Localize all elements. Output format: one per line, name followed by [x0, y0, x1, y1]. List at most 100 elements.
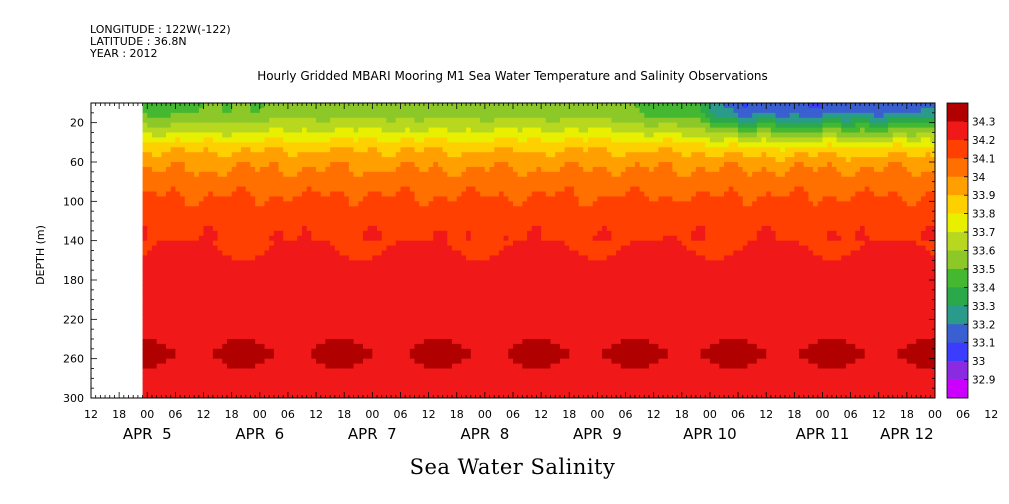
- heatmap-cell: [184, 388, 191, 394]
- heatmap-cell: [442, 289, 448, 296]
- heatmap-cell: [142, 162, 148, 168]
- heatmap-cell: [273, 216, 280, 222]
- heatmap-cell: [166, 265, 172, 271]
- heatmap-cell: [316, 132, 322, 139]
- heatmap-cell: [344, 260, 350, 266]
- heatmap-cell: [259, 132, 266, 139]
- heatmap-cell: [348, 255, 355, 261]
- heatmap-cell: [414, 122, 420, 129]
- heatmap-cell: [508, 147, 514, 153]
- heatmap-cell: [203, 343, 209, 350]
- heatmap-cell: [241, 147, 247, 153]
- heatmap-cell: [344, 368, 350, 375]
- heatmap-cell: [297, 339, 303, 345]
- heatmap-cell: [470, 171, 477, 178]
- heatmap-cell: [142, 255, 148, 261]
- heatmap-cell: [175, 339, 181, 345]
- heatmap-cell: [513, 343, 519, 350]
- heatmap-cell: [442, 152, 448, 158]
- heatmap-cell: [517, 162, 523, 168]
- heatmap-cell: [156, 270, 162, 276]
- heatmap-cell: [484, 176, 491, 183]
- heatmap-cell: [208, 216, 214, 222]
- heatmap-cell: [161, 383, 167, 389]
- heatmap-cell: [466, 117, 472, 124]
- heatmap-cell: [377, 260, 383, 266]
- heatmap-cell: [156, 265, 162, 271]
- heatmap-cell: [184, 166, 191, 173]
- heatmap-cell: [372, 314, 378, 320]
- heatmap-cell: [470, 142, 477, 148]
- heatmap-cell: [400, 216, 406, 222]
- heatmap-cell: [437, 299, 444, 306]
- heatmap-cell: [391, 117, 397, 124]
- heatmap-cell: [184, 343, 191, 350]
- heatmap-cell: [306, 260, 312, 266]
- heatmap-cell: [259, 363, 266, 370]
- heatmap-cell: [222, 166, 228, 173]
- heatmap-cell: [226, 358, 233, 365]
- heatmap-cell: [428, 289, 434, 296]
- heatmap-cell: [320, 176, 327, 183]
- heatmap-cell: [297, 294, 303, 301]
- heatmap-cell: [250, 127, 256, 134]
- heatmap-cell: [517, 363, 523, 370]
- heatmap-cell: [231, 117, 237, 124]
- heatmap-cell: [236, 353, 242, 360]
- heatmap-cell: [189, 289, 195, 296]
- heatmap-cell: [245, 235, 252, 242]
- heatmap-cell: [442, 314, 448, 320]
- heatmap-cell: [273, 221, 280, 227]
- heatmap-cell: [194, 368, 200, 375]
- heatmap-cell: [353, 240, 359, 247]
- heatmap-cell: [283, 132, 289, 139]
- heatmap-cell: [452, 265, 458, 271]
- heatmap-cell: [409, 206, 416, 212]
- heatmap-cell: [339, 353, 345, 360]
- heatmap-cell: [400, 334, 406, 340]
- heatmap-cell: [245, 250, 252, 257]
- heatmap-cell: [147, 289, 153, 296]
- heatmap-cell: [475, 373, 481, 379]
- heatmap-cell: [405, 383, 411, 389]
- heatmap-cell: [203, 235, 209, 242]
- heatmap-cell: [287, 373, 294, 379]
- heatmap-cell: [414, 270, 420, 276]
- heatmap-cell: [437, 171, 444, 178]
- heatmap-cell: [175, 225, 181, 232]
- heatmap-cell: [241, 368, 247, 375]
- heatmap-cell: [517, 196, 523, 202]
- heatmap-cell: [452, 245, 458, 252]
- heatmap-cell: [348, 289, 355, 296]
- heatmap-cell: [142, 334, 148, 340]
- heatmap-cell: [508, 265, 514, 271]
- heatmap-cell: [184, 363, 191, 370]
- heatmap-cell: [414, 250, 420, 257]
- heatmap-cell: [377, 211, 383, 217]
- heatmap-cell: [161, 334, 167, 340]
- heatmap-cell: [377, 127, 383, 134]
- heatmap-cell: [269, 329, 275, 335]
- heatmap-cell: [503, 255, 509, 261]
- heatmap-cell: [517, 373, 523, 379]
- heatmap-cell: [175, 294, 181, 301]
- heatmap-cell: [306, 166, 312, 173]
- heatmap-cell: [377, 166, 383, 173]
- heatmap-cell: [287, 358, 294, 365]
- heatmap-cell: [161, 176, 167, 183]
- heatmap-cell: [400, 186, 406, 193]
- heatmap-cell: [259, 294, 266, 301]
- heatmap-cell: [391, 201, 397, 207]
- heatmap-cell: [484, 314, 491, 320]
- heatmap-cell: [498, 235, 505, 242]
- heatmap-cell: [236, 107, 242, 114]
- heatmap-cell: [494, 107, 500, 114]
- heatmap-cell: [428, 230, 434, 237]
- heatmap-cell: [222, 393, 228, 398]
- heatmap-cell: [527, 368, 533, 375]
- heatmap-cell: [377, 343, 383, 350]
- heatmap-cell: [184, 137, 191, 143]
- heatmap-cell: [381, 260, 387, 266]
- heatmap-cell: [466, 142, 472, 148]
- heatmap-cell: [452, 299, 458, 306]
